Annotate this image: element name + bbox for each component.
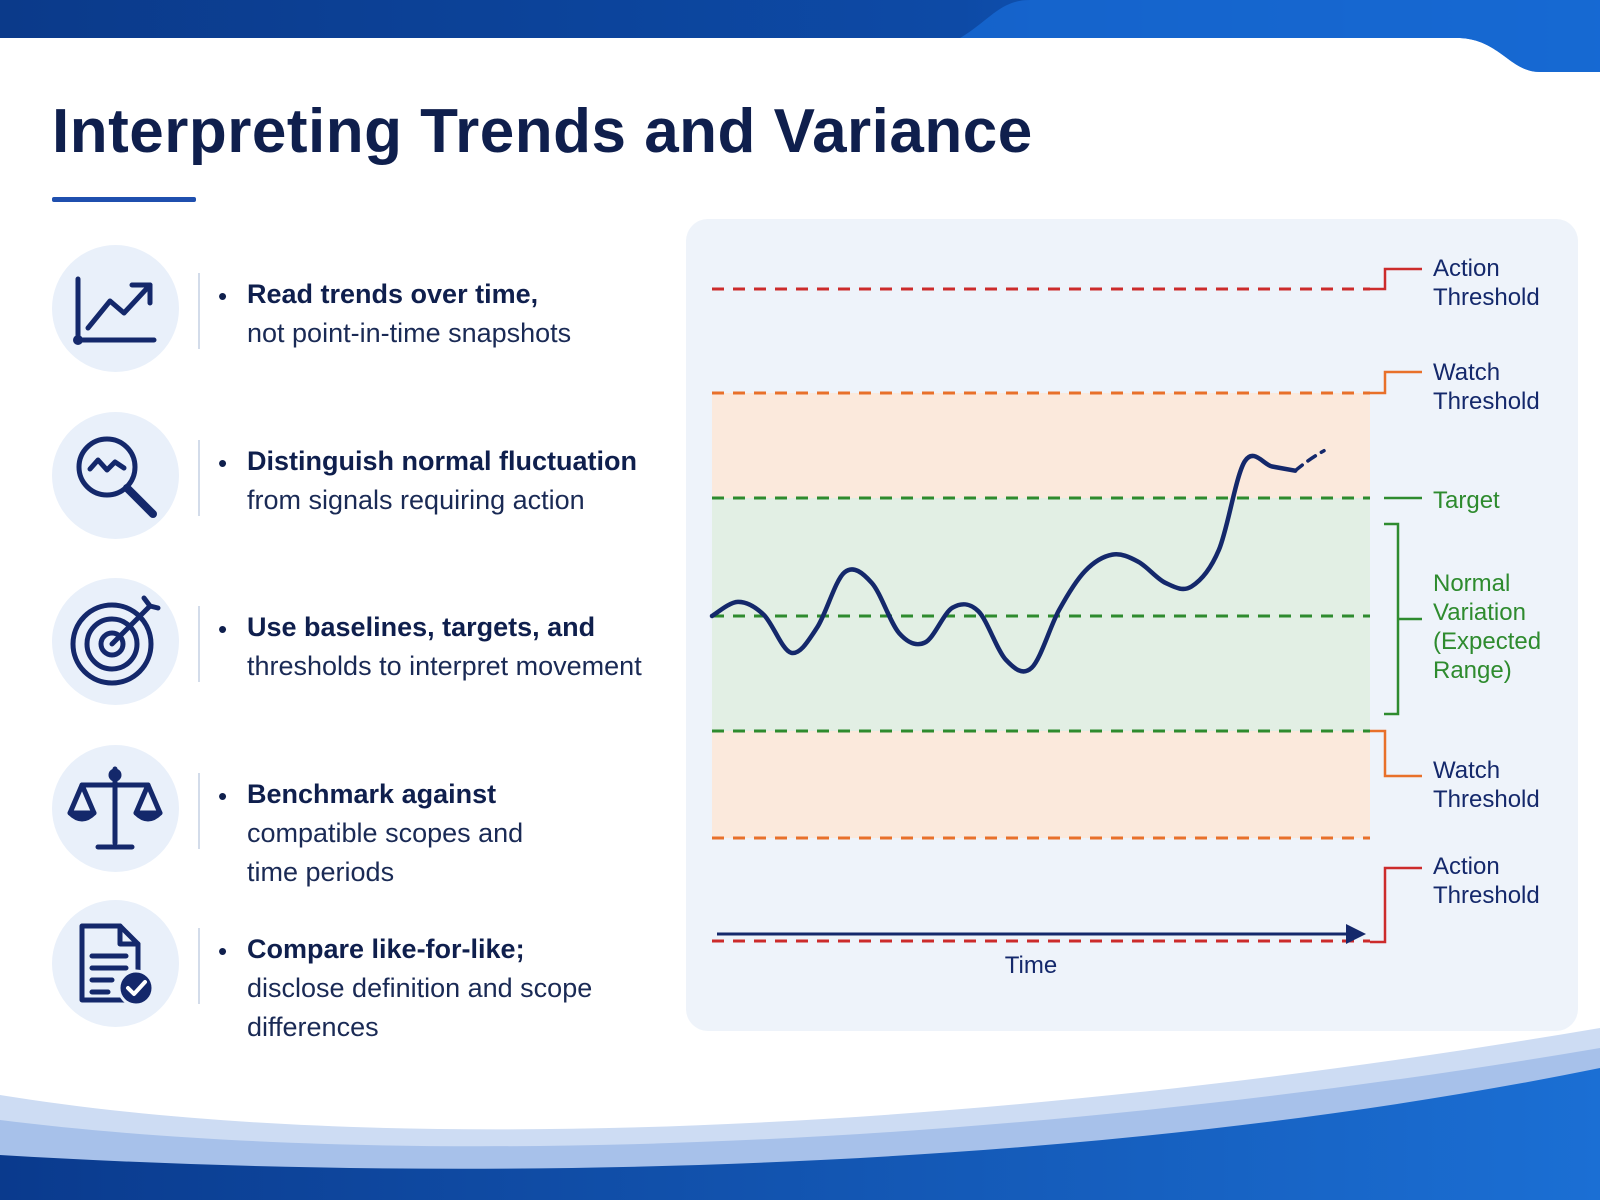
bullet: • xyxy=(218,936,228,966)
key-point-2: • Distinguish normal fluctuation from si… xyxy=(52,412,662,542)
trend-series-line xyxy=(709,453,1298,674)
point-lead: Use baselines, targets, and xyxy=(247,612,596,642)
key-point-5: • Compare like-for-like; disclose defini… xyxy=(52,900,662,1042)
point-divider xyxy=(198,773,200,849)
normal-variation-label: Normal Variation (Expected Range) xyxy=(1433,570,1541,684)
point-divider xyxy=(198,606,200,682)
point-lead: Distinguish normal fluctuation xyxy=(247,446,637,476)
key-point-1: • Read trends over time, not point-in-ti… xyxy=(52,245,662,375)
band-1 xyxy=(712,498,1370,731)
point-text: Distinguish normal fluctuation from sign… xyxy=(247,442,667,520)
key-point-4: • Benchmark against compatible scopes an… xyxy=(52,745,662,887)
bullet: • xyxy=(218,781,228,811)
action-lower-connector xyxy=(1370,866,1422,944)
point-lead: Compare like-for-like; xyxy=(247,934,525,964)
top-banner xyxy=(0,0,1600,72)
bullet: • xyxy=(218,448,228,478)
action-threshold-lower-label: Action Threshold xyxy=(1433,853,1540,909)
band-0 xyxy=(712,393,1370,498)
point-rest: not point-in-time snapshots xyxy=(247,318,572,348)
point-lead: Benchmark against xyxy=(247,779,497,809)
bottom-wave xyxy=(0,1028,1600,1200)
point-rest: disclose definition and scope difference… xyxy=(247,973,593,1042)
target-label: Target xyxy=(1433,487,1500,514)
target-icon xyxy=(52,578,179,705)
magnifier-signal-icon xyxy=(52,412,179,539)
bullet: • xyxy=(218,281,228,311)
key-point-3: • Use baselines, targets, and thresholds… xyxy=(52,578,662,708)
point-divider xyxy=(198,273,200,349)
point-lead: Read trends over time, xyxy=(247,279,539,309)
watch-lower-connector xyxy=(1370,729,1422,778)
band-2 xyxy=(712,731,1370,838)
normal-variation-bracket xyxy=(1384,522,1422,716)
balance-scale-icon xyxy=(52,745,179,872)
point-divider xyxy=(198,928,200,1004)
watch-upper-connector xyxy=(1370,370,1422,395)
bullet: • xyxy=(218,614,228,644)
point-rest: thresholds to interpret movement xyxy=(247,651,642,681)
trend-chart-icon xyxy=(52,245,179,372)
point-text: Compare like-for-like; disclose definiti… xyxy=(247,930,647,1047)
action-threshold-upper-label: Action Threshold xyxy=(1433,255,1540,311)
point-divider xyxy=(198,440,200,516)
point-text: Use baselines, targets, and thresholds t… xyxy=(247,608,667,686)
title-underline xyxy=(52,197,196,202)
checked-document-icon xyxy=(52,900,179,1027)
watch-threshold-upper-label: Watch Threshold xyxy=(1433,359,1540,415)
time-axis-arrowhead xyxy=(1346,924,1366,944)
point-rest: from signals requiring action xyxy=(247,485,585,515)
point-text: Read trends over time, not point-in-time… xyxy=(247,275,667,353)
watch-threshold-lower-label: Watch Threshold xyxy=(1433,757,1540,813)
x-axis-label: Time xyxy=(1005,952,1057,979)
point-text: Benchmark against compatible scopes and … xyxy=(247,775,567,892)
point-rest: compatible scopes and time periods xyxy=(247,818,524,887)
page-title: Interpreting Trends and Variance xyxy=(52,97,1033,166)
action-upper-connector xyxy=(1370,267,1422,291)
trend-projection-line xyxy=(1293,449,1326,473)
